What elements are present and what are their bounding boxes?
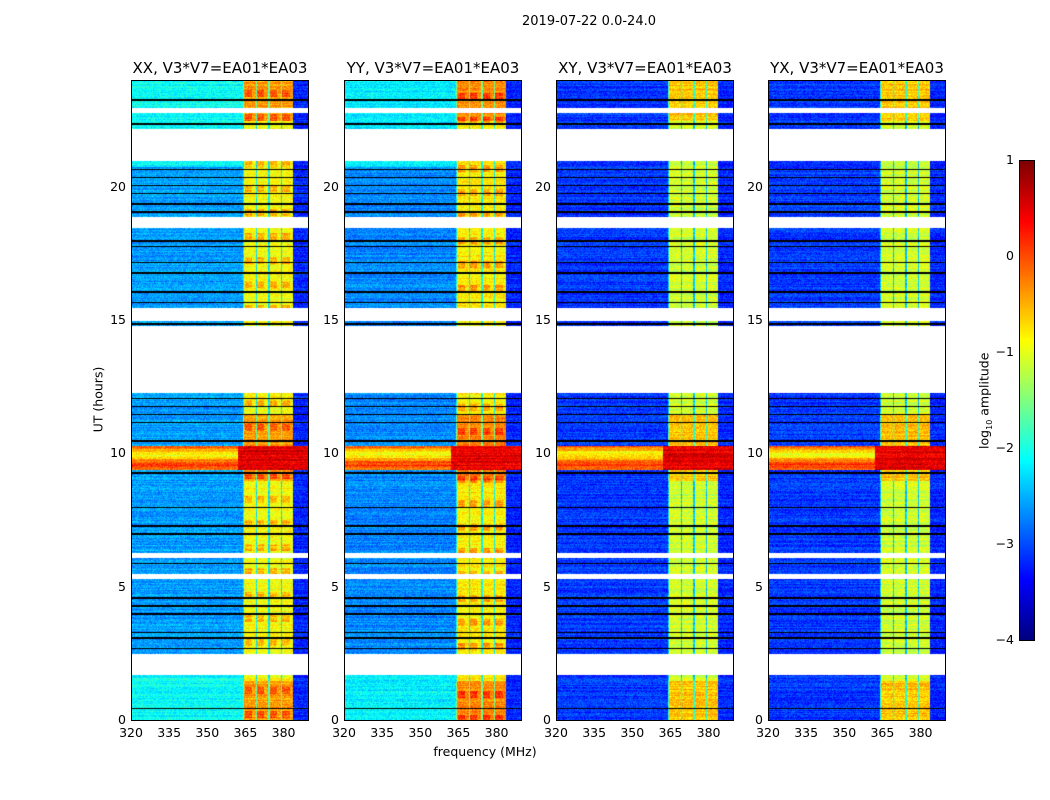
- x-tick-label: 350: [620, 725, 645, 740]
- y-tick-label: 20: [535, 178, 551, 194]
- x-tick-label: 350: [195, 725, 220, 740]
- x-tick-label: 335: [582, 725, 607, 740]
- y-tick-label: 0: [331, 712, 339, 727]
- heatmap-image-4: [769, 81, 945, 720]
- x-tick-label: 380: [484, 725, 509, 740]
- x-tick-label: 335: [370, 725, 395, 740]
- colorbar: [1019, 160, 1035, 641]
- heatmap-panel-3: [556, 80, 734, 721]
- figure-title: 2019-07-22 0.0-24.0: [522, 14, 656, 29]
- colorbar-tick-label: −4: [995, 632, 1014, 647]
- x-tick-label: 380: [908, 725, 933, 740]
- x-tick-label: 365: [446, 725, 471, 740]
- panel-title-4: YX, V3*V7=EA01*EA03: [770, 59, 944, 77]
- heatmap-panel-4: [768, 80, 946, 721]
- x-tick-label: 320: [756, 725, 780, 740]
- y-tick-label: 20: [323, 178, 339, 194]
- colorbar-label: log10 amplitude: [976, 352, 994, 449]
- x-tick-label: 365: [870, 725, 895, 740]
- y-tick-label: 5: [118, 578, 126, 594]
- colorbar-tick-label: −3: [995, 536, 1014, 551]
- y-tick-label: 10: [747, 445, 763, 461]
- colorbar-tick-label: 0: [1006, 248, 1014, 263]
- heatmap-image-2: [345, 81, 521, 720]
- x-tick-label: 365: [658, 725, 683, 740]
- x-tick-label: 380: [271, 725, 296, 740]
- x-tick-label: 320: [332, 725, 356, 740]
- y-tick-label: 0: [543, 712, 551, 727]
- y-tick-label: 20: [110, 178, 126, 194]
- panel-title-1: XX, V3*V7=EA01*EA03: [132, 59, 308, 77]
- y-tick-label: 10: [535, 445, 551, 461]
- colorbar-tick-label: −1: [995, 344, 1014, 359]
- y-axis-label: UT (hours): [90, 366, 106, 433]
- x-tick-label: 350: [408, 725, 433, 740]
- y-tick-label: 0: [118, 712, 126, 727]
- panel-title-2: YY, V3*V7=EA01*EA03: [346, 59, 520, 77]
- y-tick-label: 5: [331, 578, 339, 594]
- colorbar-tick-label: −2: [995, 440, 1014, 455]
- x-tick-label: 380: [696, 725, 721, 740]
- y-tick-label: 10: [323, 445, 339, 461]
- x-tick-label: 350: [832, 725, 857, 740]
- y-tick-label: 20: [747, 178, 763, 194]
- x-tick-label: 320: [119, 725, 143, 740]
- y-tick-label: 10: [110, 445, 126, 461]
- y-tick-label: 5: [543, 578, 551, 594]
- y-tick-label: 5: [755, 578, 763, 594]
- x-tick-label: 335: [794, 725, 819, 740]
- heatmap-panel-1: [131, 80, 309, 721]
- x-axis-label: frequency (MHz): [433, 744, 537, 759]
- x-tick-label: 365: [233, 725, 258, 740]
- y-tick-label: 0: [755, 712, 763, 727]
- y-tick-label: 15: [323, 312, 339, 327]
- colorbar-tick-label: 1: [1006, 152, 1014, 167]
- heatmap-image-3: [557, 81, 733, 720]
- heatmap-image-1: [132, 81, 308, 720]
- y-tick-label: 15: [535, 312, 551, 327]
- x-tick-label: 335: [157, 725, 182, 740]
- panel-title-3: XY, V3*V7=EA01*EA03: [558, 59, 732, 77]
- y-tick-label: 15: [110, 312, 126, 327]
- y-tick-label: 15: [747, 312, 763, 327]
- x-tick-label: 320: [544, 725, 568, 740]
- heatmap-panel-2: [344, 80, 522, 721]
